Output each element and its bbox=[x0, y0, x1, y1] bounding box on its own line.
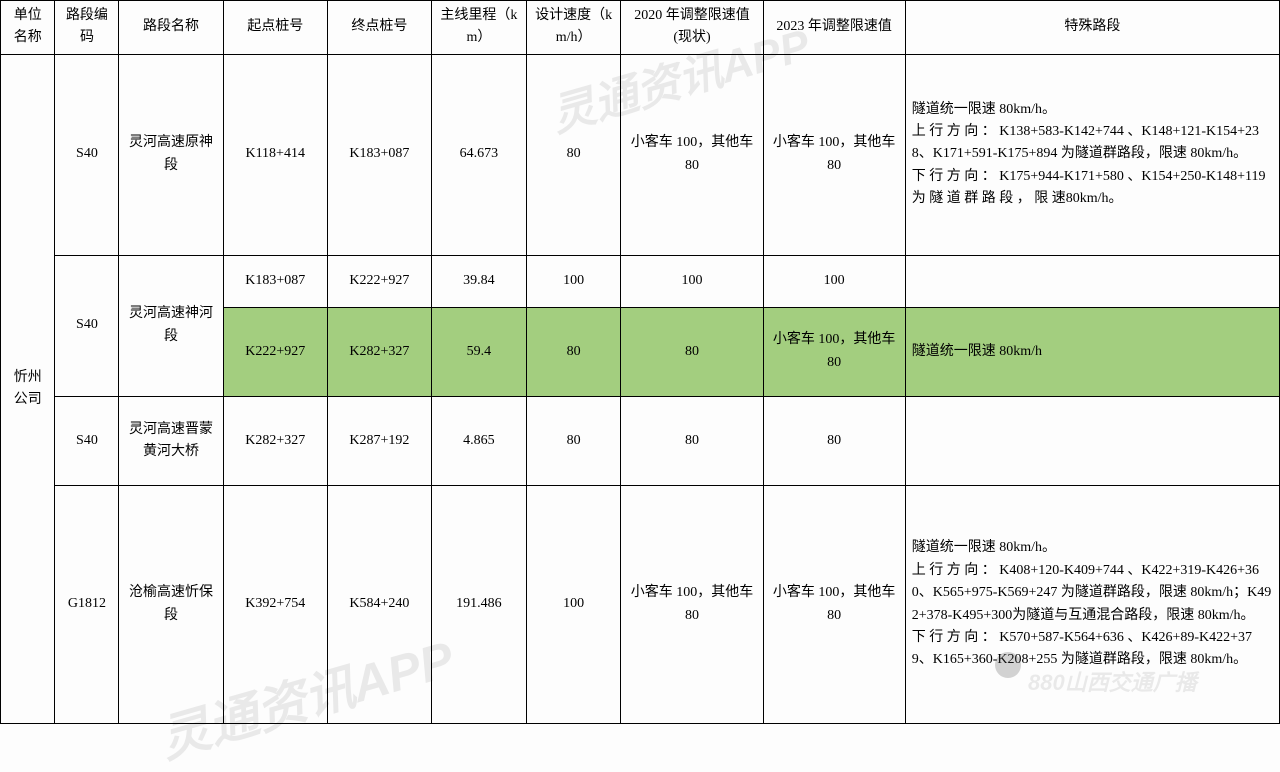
cell-limit2020: 80 bbox=[621, 396, 763, 485]
col-mainKm: 主线里程（km） bbox=[432, 1, 527, 55]
cell-mainKm: 191.486 bbox=[432, 486, 527, 724]
cell-startStake: K118+414 bbox=[223, 54, 327, 255]
col-code: 路段编码 bbox=[55, 1, 119, 55]
cell-code: S40 bbox=[55, 255, 119, 396]
cell-startStake: K392+754 bbox=[223, 486, 327, 724]
cell-code: G1812 bbox=[55, 486, 119, 724]
cell-name: 灵河高速原神段 bbox=[119, 54, 223, 255]
table-body: 忻州公司S40灵河高速原神段K118+414K183+08764.67380小客… bbox=[1, 54, 1280, 723]
cell-startStake: K183+087 bbox=[223, 255, 327, 307]
cell-limit2023: 100 bbox=[763, 255, 905, 307]
cell-name: 沧榆高速忻保段 bbox=[119, 486, 223, 724]
speed-limit-table: 单位名称路段编码路段名称起点桩号终点桩号主线里程（km）设计速度（km/h）20… bbox=[0, 0, 1280, 724]
cell-endStake: K222+927 bbox=[327, 255, 431, 307]
cell-limit2020: 小客车 100，其他车 80 bbox=[621, 486, 763, 724]
cell-designSpeed: 80 bbox=[526, 54, 621, 255]
cell-special: 隧道统一限速 80km/h bbox=[905, 307, 1279, 396]
cell-special: 隧道统一限速 80km/h。上 行 方 向 ： K408+120-K409+74… bbox=[905, 486, 1279, 724]
cell-limit2023: 80 bbox=[763, 396, 905, 485]
col-name: 路段名称 bbox=[119, 1, 223, 55]
cell-mainKm: 39.84 bbox=[432, 255, 527, 307]
cell-startStake: K222+927 bbox=[223, 307, 327, 396]
cell-name: 灵河高速晋蒙黄河大桥 bbox=[119, 396, 223, 485]
cell-startStake: K282+327 bbox=[223, 396, 327, 485]
col-special: 特殊路段 bbox=[905, 1, 1279, 55]
cell-name: 灵河高速神河段 bbox=[119, 255, 223, 396]
cell-endStake: K287+192 bbox=[327, 396, 431, 485]
col-designSpeed: 设计速度（km/h） bbox=[526, 1, 621, 55]
cell-code: S40 bbox=[55, 396, 119, 485]
cell-mainKm: 4.865 bbox=[432, 396, 527, 485]
cell-mainKm: 64.673 bbox=[432, 54, 527, 255]
cell-code: S40 bbox=[55, 54, 119, 255]
table-row: S40灵河高速晋蒙黄河大桥K282+327K287+1924.865808080 bbox=[1, 396, 1280, 485]
cell-limit2023: 小客车 100，其他车 80 bbox=[763, 486, 905, 724]
col-startStake: 起点桩号 bbox=[223, 1, 327, 55]
unit-cell: 忻州公司 bbox=[1, 54, 55, 723]
cell-designSpeed: 100 bbox=[526, 486, 621, 724]
col-limit2023: 2023 年调整限速值 bbox=[763, 1, 905, 55]
cell-special bbox=[905, 396, 1279, 485]
source-avatar bbox=[995, 652, 1021, 678]
cell-designSpeed: 100 bbox=[526, 255, 621, 307]
cell-designSpeed: 80 bbox=[526, 396, 621, 485]
col-endStake: 终点桩号 bbox=[327, 1, 431, 55]
cell-designSpeed: 80 bbox=[526, 307, 621, 396]
cell-limit2020: 80 bbox=[621, 307, 763, 396]
cell-mainKm: 59.4 bbox=[432, 307, 527, 396]
table-row: G1812沧榆高速忻保段K392+754K584+240191.486100小客… bbox=[1, 486, 1280, 724]
cell-endStake: K584+240 bbox=[327, 486, 431, 724]
cell-special: 隧道统一限速 80km/h。上 行 方 向 ： K138+583-K142+74… bbox=[905, 54, 1279, 255]
col-unit: 单位名称 bbox=[1, 1, 55, 55]
cell-limit2023: 小客车 100，其他车 80 bbox=[763, 307, 905, 396]
col-limit2020: 2020 年调整限速值(现状) bbox=[621, 1, 763, 55]
table-row: S40灵河高速神河段K183+087K222+92739.84100100100 bbox=[1, 255, 1280, 307]
cell-limit2023: 小客车 100，其他车 80 bbox=[763, 54, 905, 255]
cell-endStake: K282+327 bbox=[327, 307, 431, 396]
table-row: 忻州公司S40灵河高速原神段K118+414K183+08764.67380小客… bbox=[1, 54, 1280, 255]
cell-limit2020: 小客车 100，其他车 80 bbox=[621, 54, 763, 255]
cell-limit2020: 100 bbox=[621, 255, 763, 307]
cell-special bbox=[905, 255, 1279, 307]
table-header: 单位名称路段编码路段名称起点桩号终点桩号主线里程（km）设计速度（km/h）20… bbox=[1, 1, 1280, 55]
cell-endStake: K183+087 bbox=[327, 54, 431, 255]
